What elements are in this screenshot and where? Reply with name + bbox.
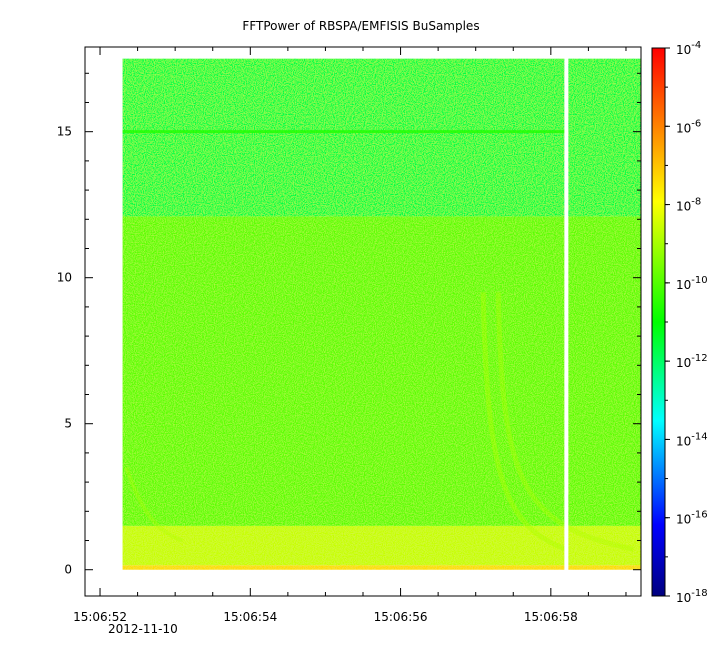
whistler-trace (124, 466, 184, 543)
chart-title: FFTPower of RBSPA/EMFISIS BuSamples (242, 19, 479, 33)
x-tick-label: 15:06:52 (73, 610, 127, 624)
colorbar-tick-label: 10-4 (676, 40, 701, 57)
heatmap-band (122, 216, 641, 526)
colorbar-tick-label: 10-10 (676, 275, 708, 292)
colorbar: 10-4 10-6 10-8 10-10 10-12 10-14 10-16 10-18 (651, 40, 708, 605)
colorbar-tick-label: 10-12 (676, 353, 708, 370)
colorbar-ticks: 10-4 10-6 10-8 10-10 10-12 10-14 10-16 10-18 (665, 40, 708, 605)
colorbar-tick-label: 10-14 (676, 431, 708, 448)
heatmap-features (122, 57, 634, 571)
colorbar-tick-label: 10-16 (676, 510, 708, 527)
colorbar-tick-label: 10-6 (676, 118, 701, 135)
colorbar-tick-label: 10-8 (676, 197, 701, 214)
x-axis-date-label: 2012-11-10 (108, 622, 178, 636)
heatmap-band (122, 565, 641, 570)
whistler-trace (480, 292, 567, 552)
heatmap-band (122, 58, 641, 217)
x-tick-label: 15:06:56 (374, 610, 428, 624)
colorbar-tick-label: 10-18 (676, 588, 708, 605)
y-tick-label: 0 (64, 563, 72, 577)
heatmap-band (122, 525, 641, 566)
y-tick-label: 5 (64, 417, 72, 431)
x-axis: 15:06:52 15:06:54 15:06:56 15:06:58 (73, 47, 627, 624)
heatmap-layer (122, 58, 641, 570)
x-tick-label: 15:06:58 (524, 610, 578, 624)
whistler-trace (495, 292, 634, 552)
data-gap (564, 57, 569, 571)
plot-area (122, 57, 641, 571)
colorbar-gradient (651, 47, 666, 597)
y-axis: 0 5 10 15 (57, 72, 641, 577)
y-tick-label: 15 (57, 125, 72, 139)
x-tick-label: 15:06:54 (223, 610, 277, 624)
y-tick-label: 10 (57, 271, 72, 285)
